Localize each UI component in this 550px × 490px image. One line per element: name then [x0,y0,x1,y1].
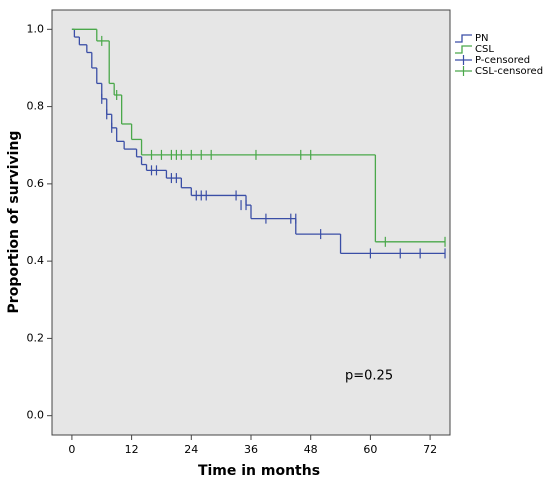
x-tick-label: 72 [423,443,437,456]
legend-icon [455,45,472,54]
x-tick-label: 60 [363,443,377,456]
y-tick-label: 0.6 [27,177,45,190]
legend-label: P-censored [475,55,530,66]
annotation: p=0.25 [345,369,393,384]
y-tick-label: 0.8 [27,100,45,113]
legend-icon [455,34,472,43]
x-tick-label: 0 [68,443,75,456]
x-tick-label: 12 [125,443,139,456]
x-tick-label: 48 [304,443,318,456]
plot-area [51,9,451,436]
y-axis-label: Proportion of surviving [6,131,22,314]
y-tick-label: 0.4 [27,254,45,267]
legend-label: CSL-censored [475,66,543,77]
y-tick-label: 0.2 [27,331,45,344]
y-tick-label: 0.0 [27,409,45,422]
x-tick-label: 24 [184,443,198,456]
legend-label: PN [475,33,489,44]
legend-label: CSL [475,44,494,55]
x-tick-label: 36 [244,443,258,456]
x-axis-label: Time in months [198,463,320,479]
y-tick-label: 1.0 [27,22,45,35]
